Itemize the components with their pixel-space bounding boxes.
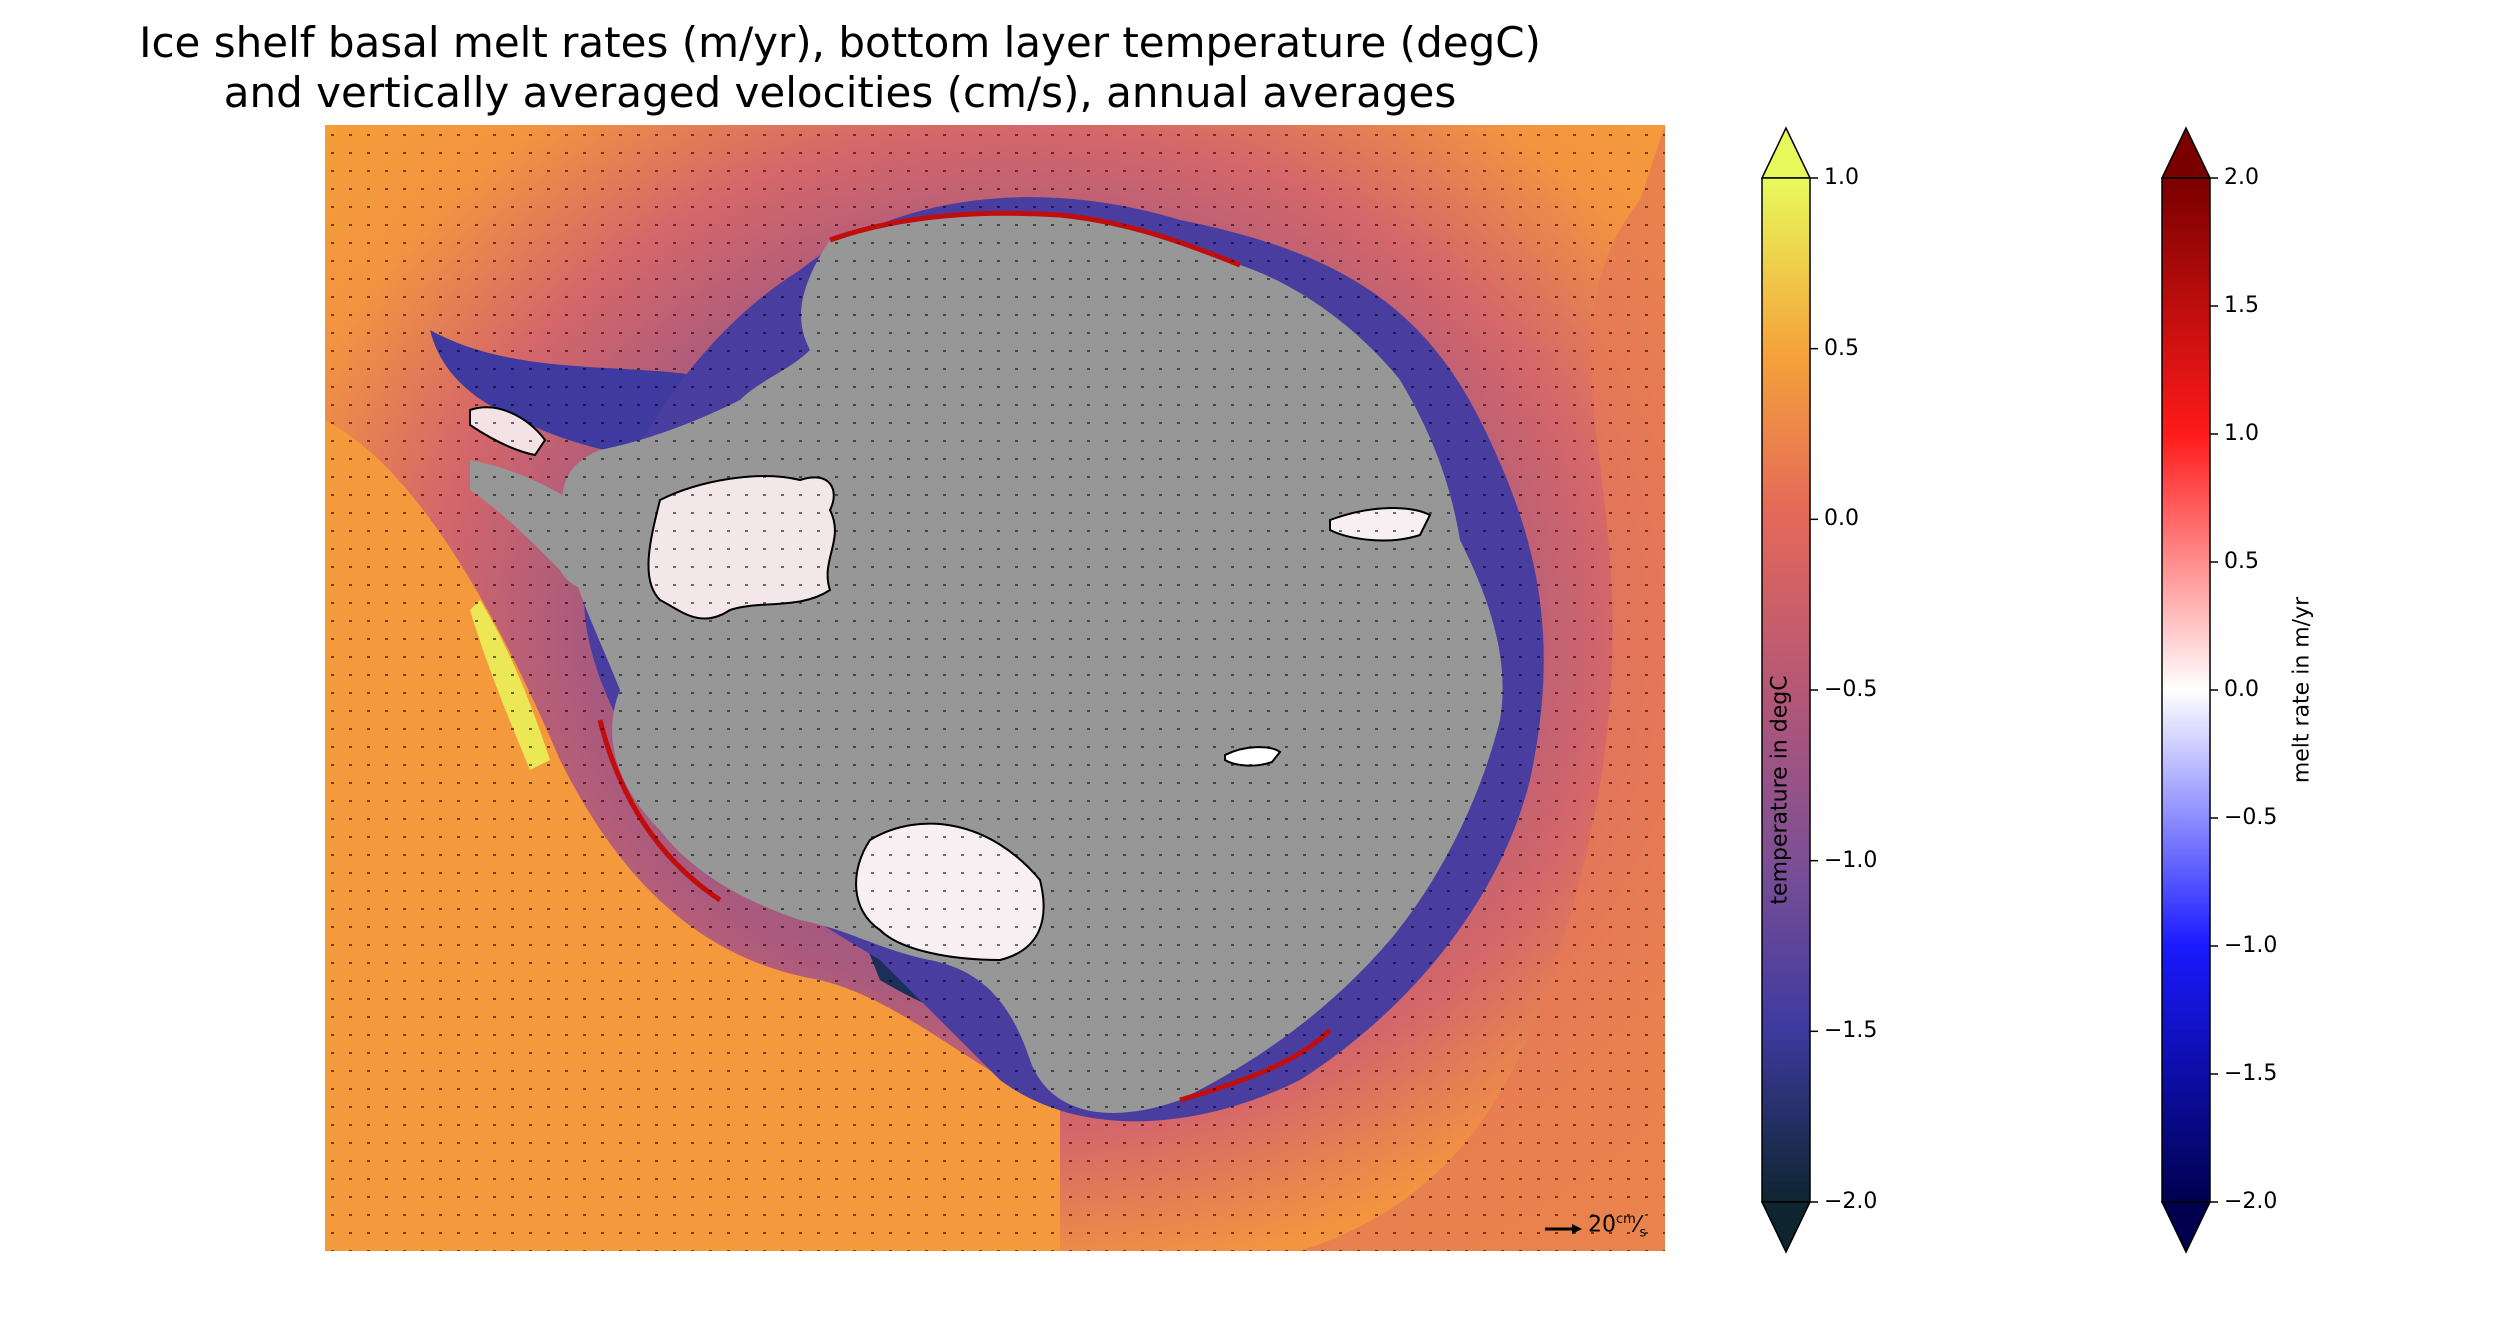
temperature-colorbar [1760,126,1818,1254]
melt-colorbar-body [2161,177,2211,1203]
melt-colorbar-extend-bottom [2160,1201,2212,1254]
temperature-colorbar-tick-label: −1.5 [1824,1018,1878,1044]
map-panel [325,125,1665,1251]
temperature-colorbar-tick-label: 0.5 [1824,335,1859,361]
quiver-key-label: 20cm⁄s [1588,1212,1647,1241]
melt-colorbar-tick-label: −1.5 [2224,1061,2278,1086]
melt-colorbar [2160,126,2218,1254]
temperature-colorbar-body [1761,177,1811,1203]
quiver-key-unit-denominator: s [1639,1225,1647,1241]
melt-colorbar-ticks [2210,177,2218,1203]
chart-title-line-2: and vertically averaged velocities (cm/s… [223,68,1457,117]
melt-colorbar-tick-label: −1.0 [2224,933,2278,958]
temperature-colorbar-tick-label: 0.0 [1824,506,1859,532]
quiver-key [1545,1224,1582,1234]
melt-colorbar-tick-label: 1.0 [2224,421,2259,446]
chart-title-line-1: Ice shelf basal melt rates (m/yr), botto… [139,18,1541,67]
melt-colorbar-extend-top [2160,126,2212,179]
melt-colorbar-tick-label: −0.5 [2224,805,2278,830]
melt-colorbar-tick-label: 0.5 [2224,549,2259,574]
melt-colorbar-tick-label: 0.0 [2224,677,2259,702]
temperature-colorbar-tick-label: −0.5 [1824,677,1878,702]
quiver-key-arrowhead [1572,1224,1582,1234]
melt-colorbar-label: melt rate in m/yr [2289,596,2315,784]
melt-colorbar-tick-label: −2.0 [2224,1189,2278,1214]
melt-colorbar-tick-label: 2.0 [2224,165,2259,190]
temperature-colorbar-tick-label: 1.0 [1824,165,1859,190]
velocity-vectors [325,125,1665,1251]
temperature-colorbar-label: temperature in degC [1767,675,1793,905]
temperature-colorbar-ticks [1810,177,1818,1203]
quiver-key-value: 20 [1588,1212,1616,1238]
melt-colorbar-tick-label: 1.5 [2224,293,2259,318]
temperature-colorbar-extend-top [1760,126,1812,179]
temperature-colorbar-tick-label: −1.0 [1824,847,1878,873]
temperature-colorbar-tick-label: −2.0 [1824,1189,1878,1214]
quiver-key-unit-numerator: cm [1616,1212,1636,1227]
temperature-colorbar-extend-bottom [1760,1201,1812,1254]
